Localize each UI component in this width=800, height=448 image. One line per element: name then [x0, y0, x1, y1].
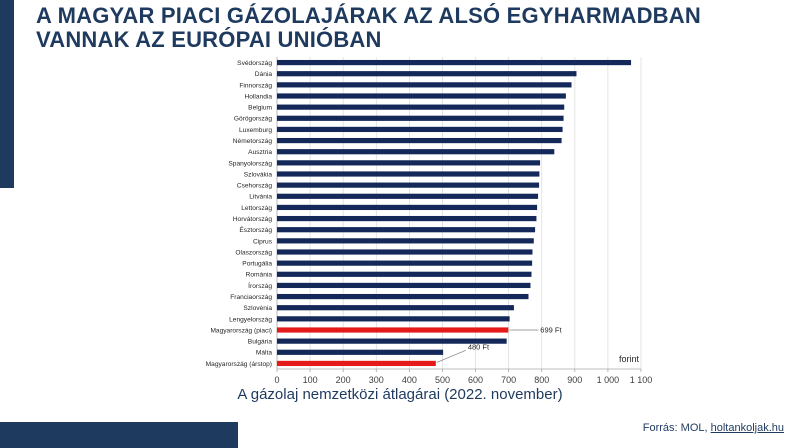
bar [277, 215, 537, 222]
x-tick-label: 200 [336, 375, 351, 385]
category-label: Észtország [239, 225, 272, 234]
category-label: Ausztria [248, 149, 272, 156]
x-axis-unit-label: forint [619, 354, 640, 364]
category-label: Írország [248, 281, 272, 290]
chart-title: A gázolaj nemzetközi átlagárai (2022. no… [237, 386, 563, 403]
category-label: Lettország [241, 205, 272, 212]
bar [277, 59, 632, 66]
annotation-leader [436, 349, 466, 363]
category-label: Luxemburg [239, 127, 272, 134]
bar [277, 305, 514, 311]
category-label: Magyarország (árstop) [206, 361, 272, 368]
bar [277, 193, 539, 199]
x-tick-label: 1 100 [630, 375, 653, 385]
category-label: Bulgária [248, 339, 273, 346]
bar [277, 293, 529, 300]
category-label: Lengyelország [229, 316, 272, 323]
bar [277, 227, 536, 233]
bar [277, 82, 572, 88]
x-tick-label: 300 [369, 375, 384, 385]
category-label: Horvátország [233, 216, 273, 223]
bar [277, 126, 563, 133]
bar [277, 238, 534, 244]
x-tick-label: 600 [468, 375, 483, 385]
bottom-accent-bar [0, 422, 238, 448]
bar [277, 93, 566, 99]
bar [277, 260, 533, 266]
bar [277, 137, 562, 144]
source-link[interactable]: holtankoljak.hu [710, 422, 784, 434]
bar [277, 327, 509, 333]
category-label: Belgium [248, 105, 272, 112]
category-label: Csehország [237, 183, 273, 190]
bar [277, 282, 531, 289]
category-label: Hollandia [245, 93, 273, 100]
category-label: Szlovénia [243, 305, 272, 312]
bar [277, 71, 577, 77]
category-label: Románia [246, 272, 273, 279]
category-label: Németország [233, 138, 273, 145]
source-note: Forrás: MOL, holtankoljak.hu [643, 422, 784, 434]
bar [277, 316, 510, 322]
category-label: Finnország [239, 82, 272, 89]
bar [277, 360, 436, 367]
x-tick-label: 1 000 [597, 375, 620, 385]
page-title: A MAGYAR PIACI GÁZOLAJÁRAK AZ ALSÓ EGYHA… [36, 3, 701, 52]
category-label: Litvánia [249, 194, 272, 201]
category-label: Olaszország [235, 249, 272, 256]
category-label: Svédország [237, 60, 272, 67]
bar [277, 104, 565, 110]
x-tick-label: 800 [534, 375, 549, 385]
bar [277, 149, 555, 155]
bar [277, 115, 564, 121]
category-label: Portugália [242, 261, 272, 268]
annotation-label: 699 Ft [540, 326, 562, 335]
bar [277, 182, 540, 188]
x-tick-label: 400 [402, 375, 417, 385]
bar [277, 249, 533, 255]
x-tick-label: 0 [274, 375, 279, 385]
source-prefix: Forrás: MOL, [642, 422, 711, 434]
category-label: Málta [256, 350, 272, 357]
x-tick-label: 900 [567, 375, 582, 385]
category-label: Magyarország (piaci) [210, 327, 272, 334]
bar [277, 204, 538, 211]
x-tick-label: 100 [303, 375, 318, 385]
bar [277, 271, 532, 277]
bar [277, 349, 444, 355]
category-label: Franciaország [230, 294, 272, 301]
category-label: Szlovákia [244, 171, 273, 178]
annotation-label: 480 Ft [468, 342, 490, 351]
bar [277, 171, 540, 177]
x-tick-label: 700 [501, 375, 516, 385]
bar [277, 160, 541, 166]
category-label: Ciprus [253, 238, 273, 245]
bar [277, 338, 507, 344]
category-label: Dánia [255, 71, 273, 78]
category-label: Görögország [234, 116, 272, 123]
left-accent-bar [0, 0, 14, 188]
x-tick-label: 500 [435, 375, 450, 385]
category-label: Spanyolország [228, 160, 272, 167]
